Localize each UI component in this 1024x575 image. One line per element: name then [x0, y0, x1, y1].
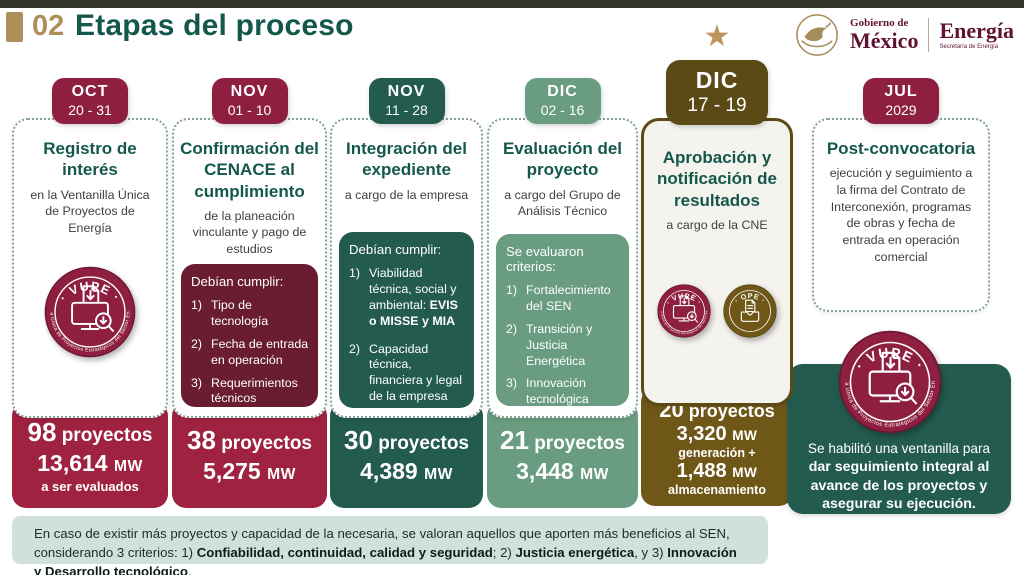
mw-value: 3,448: [516, 458, 574, 484]
government-logo: Gobierno de México Energía Secretaría de…: [794, 12, 1014, 58]
mw-unit: MW: [424, 466, 453, 483]
ope-seal-icon: [723, 284, 777, 338]
project-count: 21: [499, 425, 529, 455]
project-count: 30: [343, 425, 373, 455]
logo-divider: [928, 18, 930, 52]
section-number: 02: [32, 10, 65, 42]
stage-subtitle: a cargo del Grupo de Análisis Técnico: [504, 187, 621, 219]
stage-card: Integración del expediente a cargo de la…: [330, 118, 483, 418]
mw-unit: MW: [732, 427, 758, 443]
storage-label: almacenamiento: [668, 483, 766, 497]
footnote-bar: En caso de existir más proyectos y capac…: [12, 516, 768, 575]
top-accent-bar: [0, 0, 1024, 8]
date-pill: DIC 02 - 16: [524, 78, 601, 124]
mw-value: 13,614: [37, 449, 108, 476]
checklist-item: 3) Requerimientos técnicos: [191, 375, 298, 406]
stage-post-convocatoria: JUL 2029 Post-convocatoria ejecución y s…: [812, 0, 990, 575]
vupe-seal-icon: [838, 330, 942, 434]
followup-text-bold: dar seguimiento integral al avance de lo…: [808, 458, 990, 513]
stage-subtitle: a cargo de la CNE: [666, 217, 768, 232]
stage-card: Evaluación del proyecto a cargo del Grup…: [487, 118, 638, 418]
criteria-title: Se evaluaron criterios:: [506, 244, 584, 274]
stage-result-box: 20 proyectos 3,320 MW generación + 1,488…: [641, 388, 793, 506]
stage-card: Confirmación del CENACE al cumplimiento …: [172, 118, 327, 418]
stage-subtitle: ejecución y seguimiento a la firma del C…: [829, 166, 973, 264]
stage-title: Aprobación y notificación de resultados: [657, 148, 777, 210]
stage-subtitle: de la planeación vinculante y pago de es…: [192, 208, 307, 257]
project-count-label: proyectos: [61, 424, 153, 446]
stage-title: Registro de interés: [43, 139, 137, 180]
section-number-marker: [6, 12, 23, 42]
mw-generation-value: 3,320: [676, 422, 727, 445]
project-count-label: proyectos: [221, 433, 312, 454]
result-note: a ser evaluados: [41, 478, 139, 494]
date-pill: OCT 20 - 31: [52, 78, 128, 124]
stage-title: Confirmación del CENACE al cumplimiento: [180, 139, 319, 201]
stage-result-box: 98 proyectos 13,614 MW a ser evaluados: [12, 402, 168, 508]
checklist-box: Debían cumplir: 1) Tipo de tecnología 2) F…: [181, 264, 318, 407]
date-pill: NOV 01 - 10: [211, 78, 288, 124]
mw-unit: MW: [113, 457, 143, 475]
stage-evaluacion-proyecto: DIC 02 - 16 Evaluación del proyecto a ca…: [487, 0, 638, 575]
page-title: Etapas del proceso: [75, 9, 354, 42]
stage-confirmacion-cenace: NOV 01 - 10 Confirmación del CENACE al c…: [172, 0, 327, 575]
checklist-box: Debían cumplir: 1) Viabilidad técnica, s…: [339, 232, 474, 408]
criteria-box: Se evaluaron criterios: 1) Fortalecimient…: [496, 234, 629, 406]
checklist-item: 2) Capacidad técnica, financiera y legal …: [349, 341, 462, 404]
mw-value: 4,389: [360, 458, 418, 484]
project-count: 38: [186, 425, 216, 455]
stage-title: Post-convocatoria: [826, 139, 976, 158]
criteria-item: 2) Transición y Justicia Energética: [506, 321, 593, 368]
vupe-seal-icon: [657, 284, 711, 338]
project-count: 98: [27, 416, 57, 447]
mw-unit: MW: [732, 465, 758, 480]
project-count-label: proyectos: [378, 433, 469, 454]
criteria-item: 3) Innovación tecnológica: [506, 376, 589, 407]
stage-result-box: 21 proyectos 3,448 MW: [487, 402, 638, 508]
stage-title: Integración del expediente: [346, 139, 467, 180]
checklist-item: 1) Viabilidad técnica, social y ambienta…: [349, 266, 458, 328]
date-pill: NOV 11 - 28: [368, 78, 445, 124]
stage-title: Evaluación del proyecto: [502, 139, 623, 180]
checklist-title: Debían cumplir:: [349, 242, 442, 257]
stage-card: Registro de interés en la Ventanilla Úni…: [12, 118, 168, 418]
stage-card: Aprobación y notificación de resultados …: [641, 118, 793, 406]
mw-storage-value: 1,488: [676, 460, 727, 482]
project-count-label: proyectos: [534, 433, 625, 454]
vupe-seal-icon: [44, 266, 136, 358]
followup-text-regular: Se habilitó una ventanilla para: [807, 441, 991, 456]
stage-result-box: 30 proyectos 4,389 MW: [330, 402, 483, 508]
stage-registro-de-interes: OCT 20 - 31 Registro de interés en la Ve…: [12, 0, 168, 575]
mw-unit: MW: [580, 466, 609, 483]
secretaria-energia-wordmark: Energía Secretaría de Energía: [939, 18, 1014, 51]
gobierno-de-mexico-wordmark: Gobierno de México: [850, 17, 919, 53]
stage-card: Post-convocatoria ejecución y seguimient…: [812, 118, 990, 312]
mw-unit: MW: [267, 466, 296, 483]
checklist-item: 2) Fecha de entrada en operación: [191, 336, 309, 367]
checklist-item: 1) Tipo de tecnología: [191, 298, 269, 328]
stage-subtitle: a cargo de la empresa: [344, 187, 469, 202]
checklist-title: Debían cumplir:: [191, 274, 284, 289]
stage-result-box: 38 proyectos 5,275 MW: [172, 402, 327, 508]
date-pill: JUL 2029: [863, 78, 939, 124]
stage-integracion-expediente: NOV 11 - 28 Integración del expediente a…: [330, 0, 483, 575]
mw-value: 5,275: [203, 458, 261, 484]
date-pill: DIC 17 - 19: [666, 60, 768, 125]
generation-label: generación +: [678, 445, 756, 460]
criteria-item: 1) Fortalecimiento del SEN: [506, 283, 611, 313]
star-icon: ★: [703, 20, 731, 53]
mexico-eagle-icon: [796, 14, 838, 56]
stage-subtitle: en la Ventanilla Única de Proyectos de E…: [30, 187, 150, 235]
stage-aprobacion-resultados: DIC 17 - 19 Aprobación y notificación de…: [641, 0, 793, 575]
